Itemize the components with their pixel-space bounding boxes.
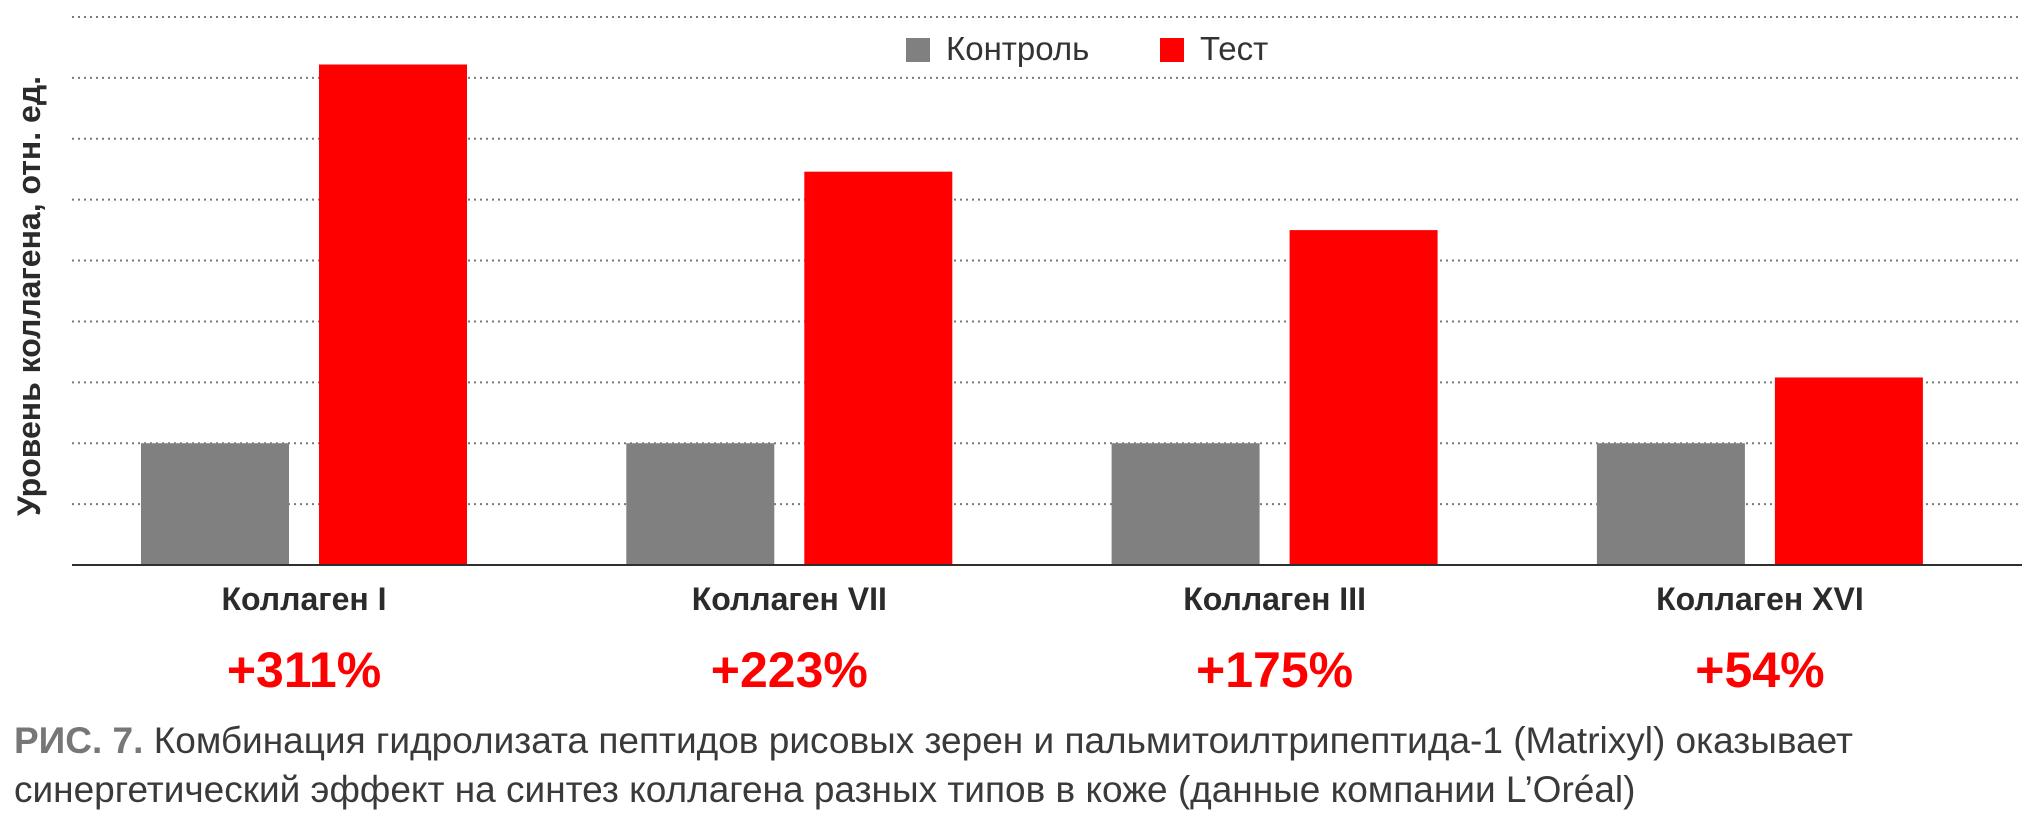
legend-control-swatch	[906, 38, 930, 62]
legend: Контроль Тест	[906, 30, 1268, 67]
bar-test	[804, 171, 953, 565]
bar-test	[1774, 377, 1923, 565]
category-label: Коллаген I	[222, 581, 387, 617]
percent-annotation: +175%	[1196, 642, 1353, 698]
bars	[141, 64, 1923, 565]
bar-control	[1111, 443, 1260, 565]
legend-control-label: Контроль	[946, 30, 1089, 67]
percent-annotation: +223%	[711, 642, 868, 698]
bar-control	[141, 443, 289, 565]
legend-test-label: Тест	[1200, 30, 1268, 67]
legend-test-swatch	[1160, 38, 1184, 62]
category-labels: Коллаген I Коллаген VII Коллаген III Коллаг…	[222, 581, 1864, 617]
bar-test	[319, 64, 467, 565]
percent-annotation: +54%	[1695, 642, 1824, 698]
category-label: Коллаген III	[1183, 581, 1366, 617]
bar-control	[626, 443, 775, 565]
figure-caption-text: Комбинация гидролизата пептидов рисовых …	[14, 720, 1853, 810]
percent-annotation: +311%	[227, 642, 381, 698]
figure-caption: РИС. 7. Комбинация гидролизата пептидов …	[14, 716, 2004, 814]
bar-chart: Коллаген I Коллаген VII Коллаген III Коллаг…	[11, 16, 2022, 698]
percent-annotations: +311% +223% +175% +54%	[227, 642, 1825, 698]
bar-control	[1596, 443, 1745, 565]
category-label: Коллаген XVI	[1656, 581, 1864, 617]
category-label: Коллаген VII	[692, 581, 887, 617]
figure-caption-label: РИС. 7.	[14, 720, 144, 761]
y-axis-label: Уровень коллагена, отн. ед.	[11, 76, 47, 516]
bar-test	[1289, 230, 1438, 565]
